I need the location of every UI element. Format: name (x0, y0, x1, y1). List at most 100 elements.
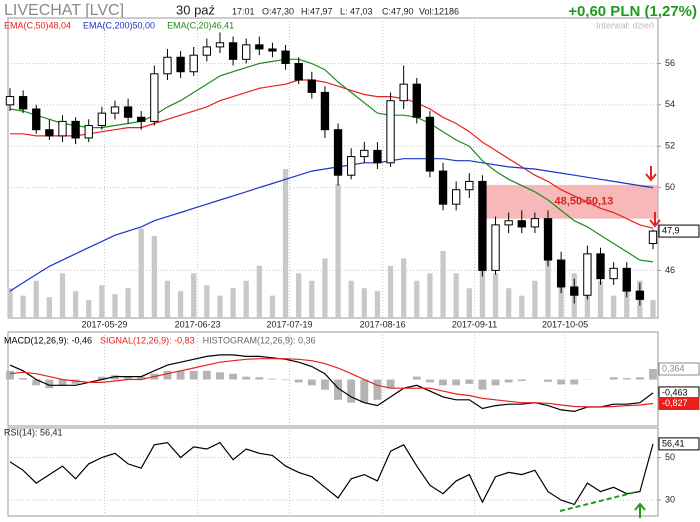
candle-body (71, 120, 80, 139)
legend-entry: EMA(C,20)46,41 (167, 20, 234, 30)
x-tick-label: 2017-05-29 (81, 319, 127, 329)
histogram-bar (137, 376, 146, 380)
volume-bar (401, 258, 407, 318)
candle-body (386, 100, 395, 164)
x-tick-label: 2017-09-11 (452, 319, 497, 329)
histogram-bar (268, 378, 277, 380)
histogram-bar (202, 370, 211, 380)
annotations (559, 166, 661, 518)
zone (479, 184, 658, 219)
volume-bar (492, 273, 499, 318)
chart-title: LIVECHAT [LVC] (4, 2, 124, 19)
legend-entry: HISTOGRAM(12,26,9): 0,36 (203, 335, 316, 345)
volume-bar (440, 250, 446, 318)
zone-label: 48,50-50,13 (555, 196, 614, 208)
histogram-bar (570, 379, 579, 385)
last-value-box (658, 362, 700, 376)
volume-bar (59, 273, 66, 318)
histogram-bar (334, 379, 342, 400)
histogram-bar (71, 379, 80, 384)
volume-bar (230, 288, 236, 318)
volume-bar (72, 291, 79, 318)
candle-body (84, 125, 93, 139)
candle-body (451, 189, 461, 205)
candle-body (596, 253, 605, 280)
high: H:47,97 (301, 6, 333, 16)
histogram-bar (609, 377, 618, 380)
candle-body (347, 156, 356, 176)
volume-bar (335, 183, 341, 318)
volume-bar (151, 236, 157, 318)
histogram-bar (242, 376, 251, 380)
histogram-bar (281, 379, 290, 381)
volume-bar (7, 288, 13, 318)
candle-body (530, 218, 540, 228)
y-tick-label: 56 (665, 58, 675, 68)
volume-bar (309, 280, 315, 318)
y-tick-label: 30 (665, 494, 675, 504)
histogram-bar (124, 376, 133, 380)
volume-bar (33, 280, 39, 318)
candle-body (543, 218, 553, 261)
volume: Vol:12186 (419, 6, 459, 16)
candle-body (635, 290, 645, 300)
last-value-label: 0,364 (662, 363, 685, 373)
candle-body (294, 62, 303, 81)
candle-body (478, 180, 487, 271)
candle-body (5, 96, 15, 106)
date: 30 paź (176, 2, 215, 17)
volume-bar (322, 258, 328, 318)
candle-body (517, 220, 526, 228)
candle-body (32, 108, 41, 131)
x-tick-label: 2017-08-16 (360, 319, 406, 329)
volume-bar (191, 273, 197, 318)
histogram-bar (216, 372, 224, 380)
volume-bar (282, 169, 289, 318)
volume-bar (427, 273, 433, 318)
histogram-bar (373, 379, 382, 400)
histogram-bar (6, 370, 14, 380)
x-tick-label: 2017-07-19 (266, 319, 312, 329)
volume-bar (99, 285, 105, 318)
open: O:47,30 (262, 6, 294, 16)
candle-body (18, 96, 28, 110)
volume-bar (20, 295, 26, 318)
line-series (9, 358, 654, 408)
line-series (9, 58, 654, 263)
legend-entry: RSI(14): 56,41 (4, 427, 63, 437)
candle-body (45, 129, 54, 137)
histogram-bar (557, 379, 566, 385)
volume-bar (361, 288, 367, 318)
volume-bar (374, 291, 381, 318)
histogram-bar (255, 377, 264, 380)
y-tick-label: 54 (665, 99, 675, 109)
histogram-bar (425, 379, 434, 383)
y-tick-label: 52 (665, 141, 675, 151)
histogram-bar (517, 379, 526, 381)
histogram-bar (439, 379, 447, 386)
histogram-bar (452, 379, 461, 386)
green-arrow (634, 502, 646, 518)
histogram-bar (478, 379, 487, 390)
candle-body (412, 83, 421, 118)
histogram-bar (176, 370, 185, 380)
divergence-line (559, 491, 637, 512)
candle-body (320, 91, 330, 131)
line-series (10, 79, 654, 229)
histogram-bar (491, 379, 500, 386)
red-arrow (649, 212, 661, 228)
histogram-bar (504, 379, 513, 383)
volume-bar (414, 280, 420, 318)
histogram-bar (386, 379, 395, 389)
candle-body (307, 79, 316, 93)
histogram-bar (412, 376, 421, 380)
histogram-bar (465, 379, 474, 384)
candle-body (202, 46, 212, 56)
red-arrow (645, 166, 657, 182)
volume-bar (243, 280, 249, 318)
line-series (9, 354, 654, 413)
volume-bar (453, 273, 459, 318)
volume-bar (506, 288, 512, 318)
volume-bar (597, 280, 604, 318)
